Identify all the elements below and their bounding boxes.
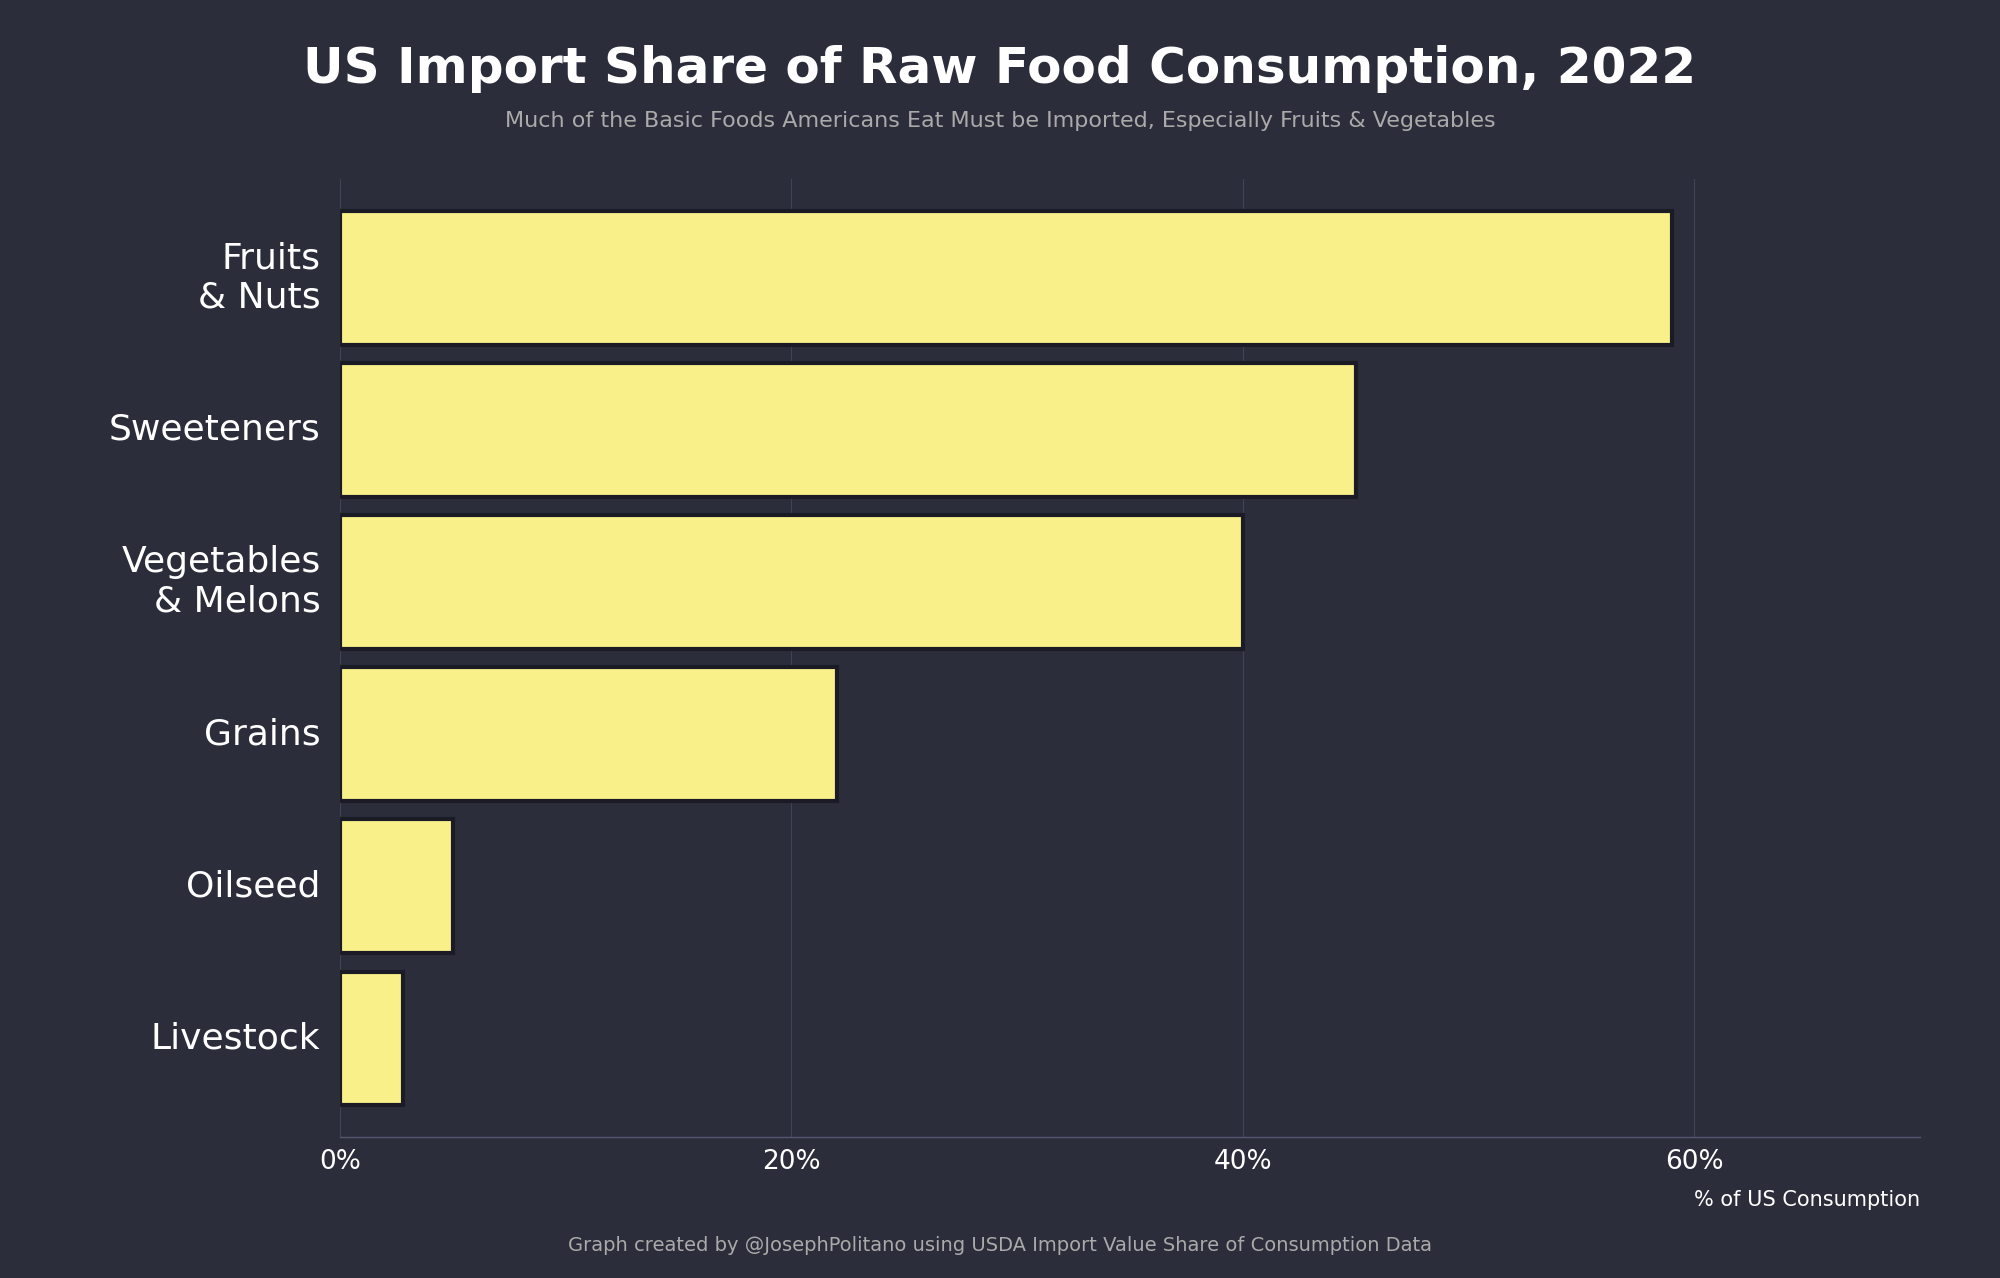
Bar	[340, 667, 836, 801]
Bar	[340, 211, 1672, 345]
Text: Much of the Basic Foods Americans Eat Must be Imported, Especially Fruits & Vege: Much of the Basic Foods Americans Eat Mu…	[504, 111, 1496, 132]
Text: US Import Share of Raw Food Consumption, 2022: US Import Share of Raw Food Consumption,…	[304, 45, 1696, 93]
Bar	[340, 971, 404, 1105]
Bar	[340, 515, 1242, 649]
Text: Graph created by @JosephPolitano using USDA Import Value Share of Consumption Da: Graph created by @JosephPolitano using U…	[568, 1236, 1432, 1255]
Bar	[340, 363, 1356, 497]
Bar	[340, 819, 452, 953]
Text: % of US Consumption: % of US Consumption	[1694, 1190, 1920, 1210]
